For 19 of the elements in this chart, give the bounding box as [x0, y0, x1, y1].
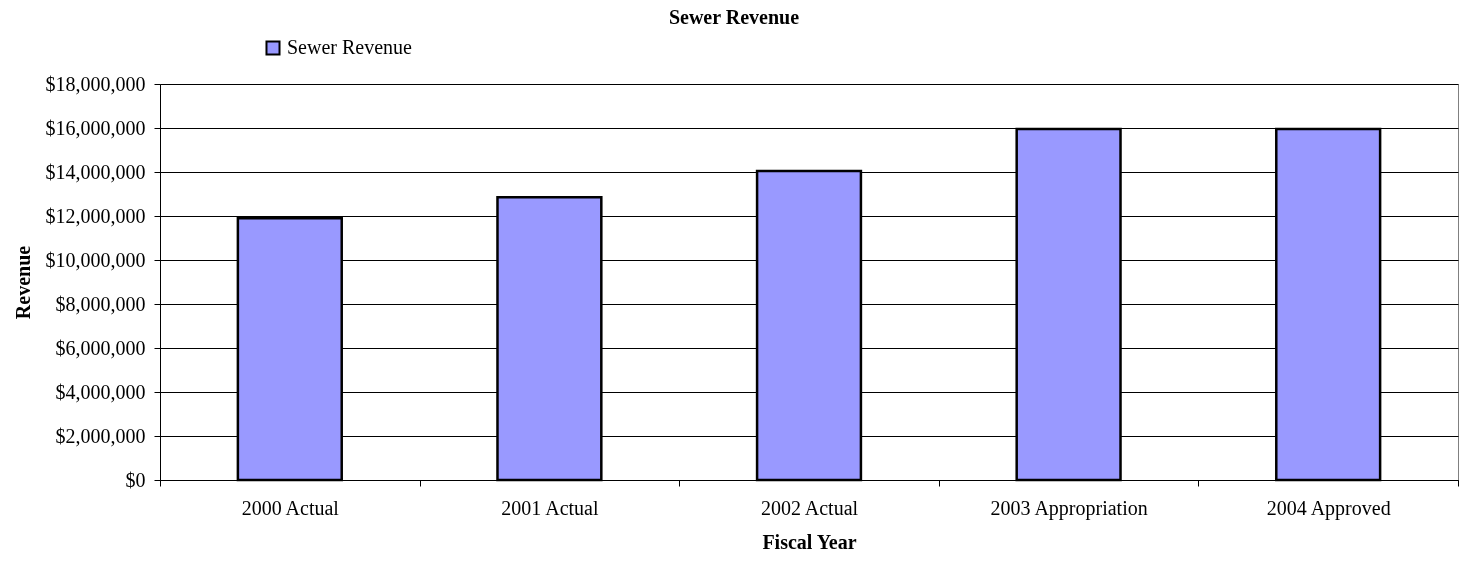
x-tick-label: 2003 Appropriation [990, 496, 1148, 520]
chart-title: Sewer Revenue [668, 6, 800, 28]
y-tick-label: $14,000,000 [45, 160, 146, 183]
y-tick-label: $10,000,000 [45, 248, 146, 271]
y-tick-label: $2,000,000 [55, 424, 146, 447]
y-tick-label: $12,000,000 [45, 204, 146, 227]
y-tick-label: $18,000,000 [45, 72, 146, 95]
x-axis-title: Fiscal Year [762, 530, 857, 553]
y-tick-label: $16,000,000 [45, 116, 146, 139]
y-tick-label: $6,000,000 [55, 336, 146, 359]
legend-label: Sewer Revenue [287, 36, 413, 58]
y-axis-title: Revenue [11, 245, 34, 320]
y-tick-label: $0 [125, 468, 146, 491]
y-tick-label: $4,000,000 [55, 380, 146, 403]
x-tick-label: 2002 Actual [760, 496, 859, 519]
x-tick-label: 2004 Approved [1266, 496, 1391, 520]
x-tick-label: 2000 Actual [241, 496, 340, 519]
y-tick-label: $8,000,000 [55, 292, 146, 315]
x-tick-label: 2001 Actual [501, 496, 599, 519]
